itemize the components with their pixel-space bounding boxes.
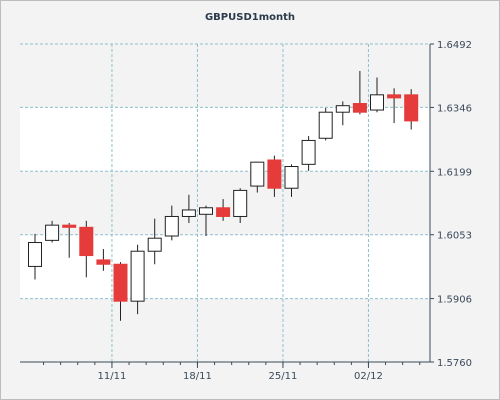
- candle-body: [233, 189, 248, 217]
- candle-body: [284, 166, 299, 189]
- candle-body: [370, 94, 384, 111]
- candle-body: [318, 111, 333, 139]
- candle-body: [352, 103, 367, 113]
- candle-body: [28, 242, 42, 267]
- candle-body: [45, 224, 60, 241]
- candle-body: [181, 209, 196, 217]
- axes: [20, 43, 434, 368]
- background-band: [20, 44, 430, 108]
- x-axis-tick-label: 11/11: [98, 371, 127, 382]
- candle-body: [404, 94, 419, 122]
- y-axis-tick-label: 1.6199: [437, 167, 472, 178]
- background-band: [20, 171, 430, 235]
- candle-body: [387, 94, 402, 99]
- x-axis-tick-label: 25/11: [269, 371, 298, 382]
- y-axis-tick-label: 1.5760: [437, 358, 472, 369]
- y-axis-tick-label: 1.6492: [437, 40, 472, 51]
- chart-title: GBPUSD1month: [204, 12, 296, 23]
- candle-body: [147, 237, 162, 252]
- candle-body: [199, 207, 213, 215]
- x-axis-tick-label: 18/11: [183, 371, 212, 382]
- candle-body: [62, 224, 77, 228]
- y-axis-tick-label: 1.5906: [437, 295, 472, 306]
- candle-body: [301, 139, 316, 165]
- candle-body: [79, 226, 94, 257]
- x-axis-tick-label: 02/12: [354, 371, 383, 382]
- y-axis-tick-label: 1.6346: [437, 103, 472, 114]
- y-axis-tick-label: 1.6053: [437, 231, 472, 242]
- candle-body: [96, 259, 111, 265]
- y-axis-labels: 1.6492 1.6346 1.6199 1.6053 1.5906 1.5760: [437, 40, 472, 369]
- background-band: [20, 298, 430, 362]
- candle-body: [164, 215, 179, 237]
- candle-body: [250, 161, 265, 187]
- background-bands: [20, 44, 430, 362]
- candle-body: [113, 263, 128, 302]
- candle-body: [267, 159, 282, 189]
- x-axis-labels: 11/11 18/11 25/11 02/12: [98, 371, 383, 382]
- candle-body: [130, 250, 145, 302]
- candle-body: [216, 207, 231, 217]
- candle-body: [335, 105, 350, 113]
- candles: [28, 70, 419, 321]
